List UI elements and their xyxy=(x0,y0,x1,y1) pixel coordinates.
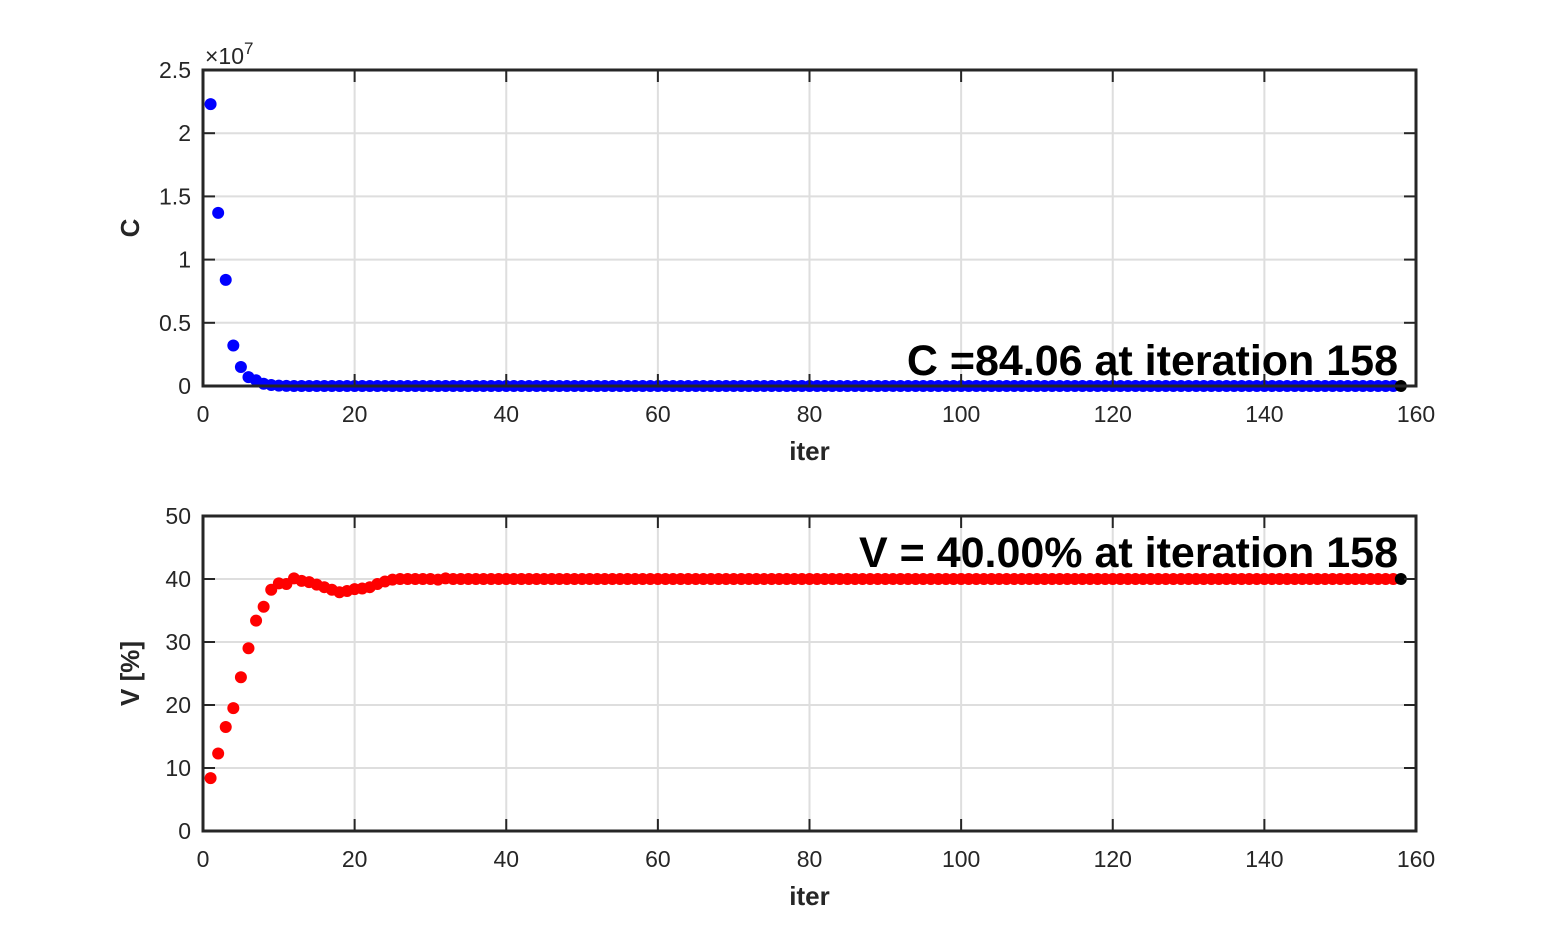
x-tick-label: 40 xyxy=(493,401,519,427)
x-axis-label: iter xyxy=(789,881,829,911)
data-point xyxy=(204,772,217,785)
x-tick-label: 0 xyxy=(197,846,210,872)
x-tick-label: 20 xyxy=(342,846,368,872)
x-tick-label: 120 xyxy=(1094,846,1132,872)
plot-v-vs-iter: 0 20 40 60 80 100 120 140 160 0 10 20 30 40 50 iter V … xyxy=(115,503,1435,911)
x-tick-label: 140 xyxy=(1245,846,1283,872)
data-point xyxy=(212,206,225,219)
y-exponent-label: ×107 xyxy=(205,39,253,69)
x-tick-label: 140 xyxy=(1245,401,1283,427)
y-tick-label: 0.5 xyxy=(159,310,191,336)
data-point xyxy=(204,98,217,111)
y-tick-label: 1.5 xyxy=(159,183,191,209)
x-tick-label: 160 xyxy=(1397,846,1435,872)
data-points xyxy=(204,572,1407,785)
x-tick-label: 40 xyxy=(493,846,519,872)
y-axis-label: V [%] xyxy=(115,641,145,706)
grid xyxy=(203,70,1416,386)
data-point xyxy=(234,361,247,374)
x-tick-label: 100 xyxy=(942,401,980,427)
x-tick-label: 60 xyxy=(645,846,671,872)
x-tick-label: 20 xyxy=(342,401,368,427)
data-point xyxy=(242,642,255,655)
data-point xyxy=(227,702,240,715)
y-tick-label: 20 xyxy=(165,692,191,718)
data-point xyxy=(234,671,247,684)
data-point xyxy=(257,600,270,613)
x-axis-label: iter xyxy=(789,436,829,466)
x-tick-label: 100 xyxy=(942,846,980,872)
y-tick-label: 1 xyxy=(178,247,191,273)
data-point xyxy=(227,339,240,352)
y-tick-label: 2 xyxy=(178,120,191,146)
y-tick-label: 40 xyxy=(165,566,191,592)
y-axis-label: C xyxy=(115,218,145,237)
y-tick-label: 50 xyxy=(165,503,191,529)
y-tick-label: 10 xyxy=(165,755,191,781)
data-point xyxy=(219,721,232,734)
data-point xyxy=(212,747,225,760)
x-tick-label: 80 xyxy=(797,401,823,427)
y-tick-label: 2.5 xyxy=(159,57,191,83)
x-tick-label: 120 xyxy=(1094,401,1132,427)
plot-c-vs-iter: 0 20 40 60 80 100 120 140 160 0 0.5 1 1.5 2 2.5 ×107 i… xyxy=(115,39,1435,466)
x-tick-label: 0 xyxy=(197,401,210,427)
ticks: 0 20 40 60 80 100 120 140 160 0 10 20 30 40 50 xyxy=(165,503,1435,872)
ticks: 0 20 40 60 80 100 120 140 160 0 0.5 1 1.5 2 2.5 xyxy=(159,57,1435,427)
data-point xyxy=(219,273,232,286)
x-tick-label: 80 xyxy=(797,846,823,872)
y-tick-label: 30 xyxy=(165,629,191,655)
annotation: C =84.06 at iteration 158 xyxy=(907,337,1398,385)
x-tick-label: 160 xyxy=(1397,401,1435,427)
annotation: V = 40.00% at iteration 158 xyxy=(859,529,1398,577)
final-point xyxy=(1394,573,1407,585)
y-tick-label: 0 xyxy=(178,373,191,399)
data-point xyxy=(250,614,263,627)
x-tick-label: 60 xyxy=(645,401,671,427)
y-tick-label: 0 xyxy=(178,818,191,844)
